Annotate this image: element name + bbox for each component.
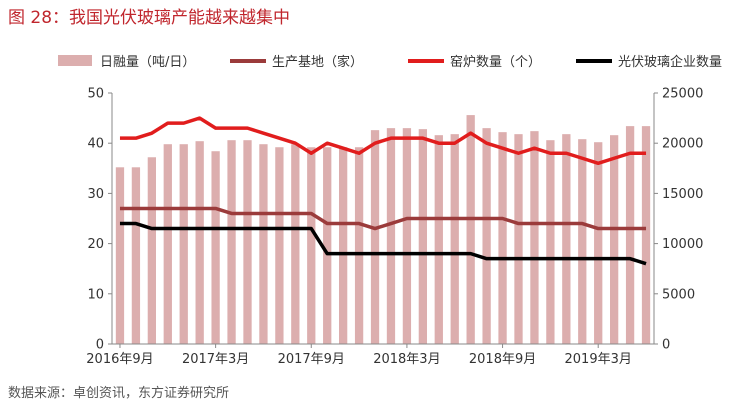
legend: 日融量（吨/日） 生产基地（家） 窑炉数量（个） 光伏玻璃企业数量 <box>58 54 722 70</box>
bar-daily-melt <box>131 167 141 344</box>
right-tick-label: 0 <box>662 338 670 353</box>
x-tick-label: 2017年3月 <box>182 352 249 367</box>
line-pv-glass-companies <box>119 221 647 266</box>
bar-daily-melt <box>482 128 491 344</box>
x-tick-label: 2018年9月 <box>469 352 536 367</box>
bar-daily-melt <box>195 141 204 344</box>
line-series-group <box>119 116 647 266</box>
bar-daily-melt <box>291 144 300 344</box>
bar-daily-melt <box>466 115 475 344</box>
bar-daily-melt <box>594 142 603 344</box>
bar-daily-melt <box>163 144 172 344</box>
legend-kiln-count-label: 窑炉数量（个） <box>450 54 541 70</box>
data-source-note: 数据来源：卓创资讯，东方证券研究所 <box>8 386 230 401</box>
bar-daily-melt <box>625 126 635 344</box>
bar-daily-melt <box>275 147 284 344</box>
bar-daily-melt <box>562 134 571 344</box>
bar-daily-melt <box>259 144 268 344</box>
legend-daily-melt-swatch <box>58 55 92 66</box>
left-tick-label: 10 <box>87 287 104 302</box>
legend-production-bases-label: 生产基地（家） <box>272 54 363 70</box>
left-tick-label: 20 <box>87 237 104 252</box>
left-tick-label: 30 <box>87 187 104 202</box>
right-tick-label: 20000 <box>662 137 703 152</box>
bar-series-daily-melt <box>115 115 651 344</box>
bar-daily-melt <box>211 151 220 344</box>
bar-daily-melt <box>402 128 412 344</box>
x-tick-label: 2017年9月 <box>278 352 345 367</box>
bar-daily-melt <box>147 157 156 344</box>
bar-daily-melt <box>514 134 523 344</box>
bar-daily-melt <box>307 147 316 344</box>
bar-daily-melt <box>354 147 364 344</box>
x-tick-label: 2018年3月 <box>373 352 440 367</box>
bar-daily-melt <box>578 139 587 344</box>
bar-daily-melt <box>179 144 188 344</box>
axes: 0 10 20 30 40 50 0 5000 10000 15000 20000 25000 2016… <box>86 87 703 368</box>
line-kiln-count <box>119 116 647 166</box>
right-tick-label: 15000 <box>662 187 703 202</box>
left-tick-label: 40 <box>87 137 104 152</box>
bar-daily-melt <box>546 140 555 344</box>
bar-daily-melt <box>339 147 348 344</box>
bar-daily-melt <box>498 132 507 344</box>
bar-daily-melt <box>610 135 619 344</box>
bar-daily-melt <box>530 131 539 344</box>
bar-daily-melt <box>641 126 651 344</box>
right-tick-label: 5000 <box>662 287 695 302</box>
x-tick-label: 2019年3月 <box>565 352 632 367</box>
chart-title: 图 28：我国光伏玻璃产能越来越集中 <box>8 8 291 28</box>
bar-daily-melt <box>243 140 252 344</box>
bar-daily-melt <box>370 130 380 344</box>
left-tick-label: 0 <box>96 338 104 353</box>
left-tick-label: 50 <box>87 87 104 102</box>
right-tick-label: 25000 <box>662 87 703 102</box>
bar-daily-melt <box>434 135 443 344</box>
line-production-bases <box>119 206 647 231</box>
x-tick-label: 2016年9月 <box>86 352 153 367</box>
bar-daily-melt <box>450 134 459 344</box>
legend-daily-melt-label: 日融量（吨/日） <box>100 55 195 70</box>
bar-daily-melt <box>227 140 236 344</box>
legend-pv-glass-companies-label: 光伏玻璃企业数量 <box>618 54 722 70</box>
bar-daily-melt <box>386 128 396 344</box>
bar-daily-melt <box>323 147 332 344</box>
right-tick-label: 10000 <box>662 237 703 252</box>
bar-daily-melt <box>418 129 427 344</box>
bar-daily-melt <box>115 167 125 344</box>
